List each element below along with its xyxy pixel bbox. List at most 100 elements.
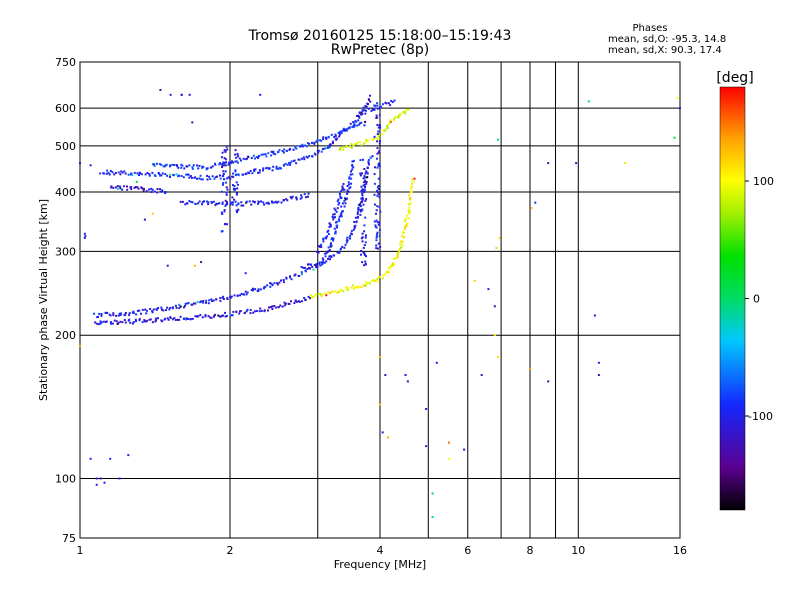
echo-point	[178, 303, 181, 306]
echo-point	[172, 174, 175, 177]
echo-point	[326, 146, 329, 149]
echo-point	[349, 186, 352, 189]
echo-point	[365, 140, 368, 143]
echo-point	[219, 162, 221, 165]
echo-point	[338, 201, 341, 204]
echo-point	[334, 133, 337, 136]
echo-point	[367, 160, 370, 163]
echo-point	[157, 307, 160, 310]
echo-point	[447, 441, 450, 444]
echo-point	[587, 100, 590, 103]
echo-point	[338, 215, 341, 218]
echo-point	[262, 201, 265, 204]
echo-point	[280, 279, 282, 282]
echo-point	[363, 175, 366, 178]
echo-point	[99, 322, 102, 325]
echo-point	[364, 285, 367, 288]
echo-point	[188, 200, 191, 203]
echo-point	[313, 142, 316, 145]
echo-point	[145, 319, 148, 322]
echo-point	[227, 163, 230, 166]
echo-point	[349, 237, 352, 240]
echo-point	[360, 237, 363, 240]
echo-point	[394, 115, 397, 118]
echo-point	[391, 263, 394, 266]
echo-point	[131, 174, 134, 177]
echo-point	[364, 105, 367, 108]
echo-point	[333, 207, 336, 210]
echo-point	[160, 306, 163, 309]
echo-point	[350, 232, 353, 235]
echo-point	[250, 157, 253, 159]
echo-point	[376, 190, 379, 192]
echo-point	[234, 200, 237, 203]
echo-point	[290, 300, 292, 303]
echo-point	[143, 319, 146, 322]
echo-point	[223, 164, 226, 167]
grid-lines	[80, 62, 680, 538]
echo-point	[353, 221, 356, 223]
echo-point	[216, 202, 219, 205]
echo-point	[378, 165, 381, 168]
echo-point	[378, 142, 381, 145]
echo-point	[297, 274, 300, 277]
echo-point	[269, 285, 272, 288]
echo-point	[378, 133, 380, 136]
echo-point	[263, 309, 266, 312]
echo-point	[257, 202, 260, 205]
echo-point	[191, 166, 194, 169]
echo-point	[218, 202, 221, 205]
echo-point	[344, 202, 347, 205]
echo-point	[408, 211, 411, 214]
echo-point	[235, 193, 238, 196]
echo-point	[165, 163, 168, 166]
echo-point	[396, 256, 399, 259]
echo-point	[360, 286, 363, 288]
echo-point	[226, 177, 229, 180]
echo-point	[401, 235, 404, 238]
echo-point	[312, 268, 315, 271]
echo-point	[103, 481, 106, 484]
echo-point	[324, 255, 327, 258]
echo-point	[244, 290, 247, 293]
echo-point	[270, 150, 273, 153]
echo-point	[308, 142, 311, 145]
echo-point	[403, 236, 406, 239]
echo-point	[354, 119, 357, 122]
echo-point	[375, 209, 378, 212]
echo-point	[367, 103, 369, 106]
echo-point	[359, 213, 362, 216]
echo-point	[111, 322, 114, 325]
echo-point	[379, 105, 382, 108]
echo-point	[95, 322, 98, 325]
echo-point	[378, 229, 381, 232]
echo-point	[161, 189, 164, 192]
chart-title: Tromsø 20160125 15:18:00–15:19:43	[248, 28, 512, 44]
echo-point	[231, 175, 234, 178]
echo-point	[264, 285, 267, 288]
echo-point	[343, 188, 346, 191]
echo-point	[393, 99, 396, 102]
echo-point	[375, 247, 378, 250]
echo-point	[351, 284, 354, 287]
echo-point	[143, 320, 146, 323]
echo-point	[225, 181, 228, 184]
echo-point	[83, 232, 86, 235]
echo-point	[365, 198, 368, 201]
echo-point	[222, 314, 225, 317]
echo-point	[332, 237, 335, 240]
echo-point	[363, 184, 366, 186]
echo-point	[247, 156, 250, 159]
echo-point	[264, 153, 267, 156]
echo-point	[379, 356, 381, 358]
echo-point	[224, 158, 227, 161]
echo-point	[282, 279, 285, 281]
echo-point	[166, 317, 169, 320]
echo-point	[376, 221, 379, 224]
echo-point	[181, 200, 184, 203]
echo-point	[368, 282, 371, 285]
echo-point	[328, 255, 331, 258]
echo-point	[346, 197, 349, 200]
echo-point	[150, 191, 153, 193]
echo-point	[377, 185, 380, 187]
